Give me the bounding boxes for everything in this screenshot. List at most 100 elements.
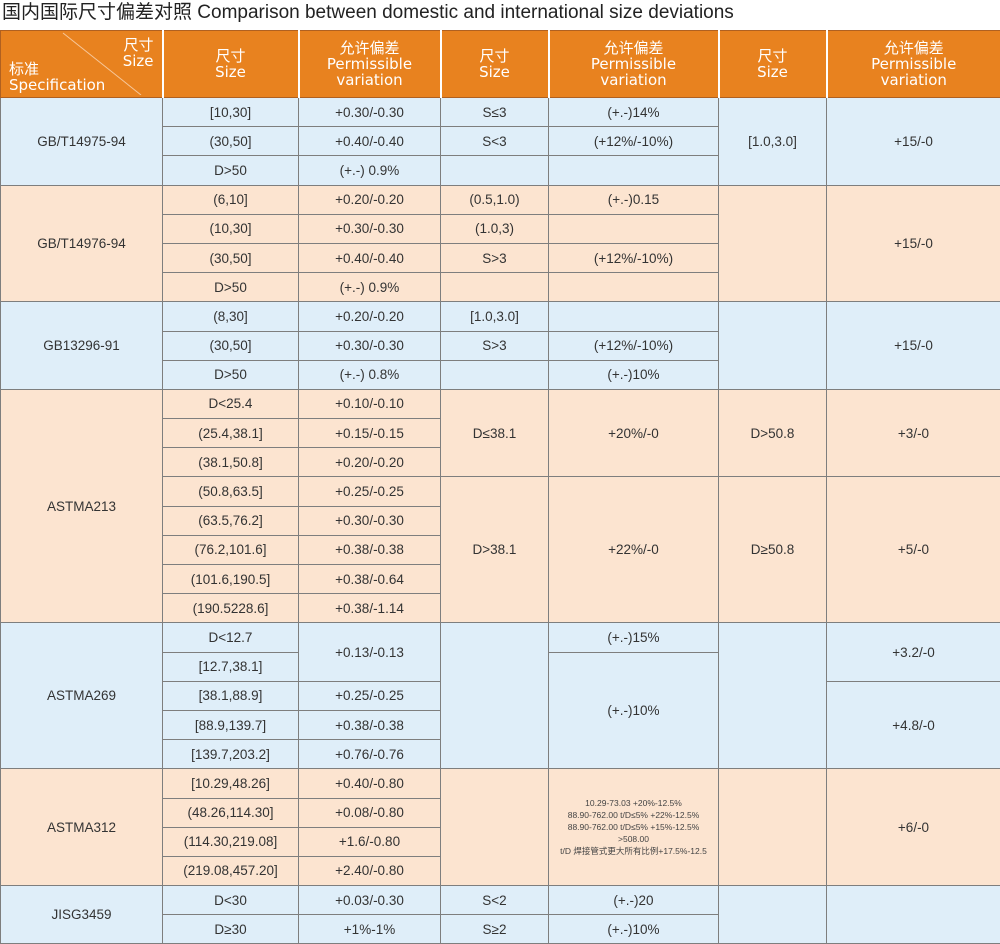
table-cell: (+.-)14% xyxy=(548,96,719,128)
table-cell: (+.-) 0.9% xyxy=(298,272,441,303)
table-row: [139.7,203.2] +0.76/-0.76 xyxy=(1,739,1000,770)
table-cell: +0.10/-0.10 xyxy=(298,388,441,420)
table-cell xyxy=(548,301,719,332)
table-row: (30,50] +0.40/-0.40 S>3 (+12%/-10%) xyxy=(1,242,1000,274)
table-cell: S≥2 xyxy=(440,914,549,944)
table-cell: D>50.8 xyxy=(718,388,827,478)
variation-en-2: variation xyxy=(336,71,403,89)
table-cell: S>3 xyxy=(440,242,549,274)
spec-cell: ASTMA269 xyxy=(0,622,163,770)
note-line: >508.00 xyxy=(618,834,649,845)
table-cell: (114.30,219.08] xyxy=(162,826,299,857)
table-cell: D≥50.8 xyxy=(718,476,827,624)
table-cell: +0.40/-0.40 xyxy=(298,126,441,157)
size-deviation-table: 尺寸 Size 标准 Specification 尺寸 Size 允许偏差 Permis… xyxy=(0,30,1000,944)
variation-en-2: variation xyxy=(880,71,947,89)
table-cell: (76.2,101.6] xyxy=(162,534,299,566)
table-row: (114.30,219.08] +1.6/-0.80 xyxy=(1,826,1000,857)
table-cell: +1%-1% xyxy=(298,914,441,944)
spec-cell: JISG3459 xyxy=(0,885,163,944)
table-row: D≥30 +1%-1% S≥2 (+.-)10% xyxy=(1,914,1000,944)
table-cell: (50.8,63.5] xyxy=(162,476,299,507)
header-size: 尺寸 Size xyxy=(440,30,550,98)
table-cell: +0.20/-0.20 xyxy=(298,447,441,478)
table-cell: D>38.1 xyxy=(440,476,549,624)
table-cell: +0.25/-0.25 xyxy=(298,680,441,711)
header-row: 尺寸 Size 标准 Specification 尺寸 Size 允许偏差 Permis… xyxy=(0,30,1000,98)
table-cell: [12.7,38.1] xyxy=(162,651,299,682)
size-cn: 尺寸 xyxy=(479,47,510,65)
table-row: (50.8,63.5] +0.25/-0.25 D>38.1 +22%/-0 D≥50.… xyxy=(1,476,1000,624)
note-line: 88.90-762.00 t/D≤5% +15%-12.5% xyxy=(567,822,700,833)
variation-cn: 允许偏差 xyxy=(603,39,664,57)
table-cell: [10,30] xyxy=(162,96,299,128)
table-cell: (+.-)10% xyxy=(548,914,719,944)
table-cell: (+.-)15% xyxy=(548,622,719,653)
table-cell: (8,30] xyxy=(162,301,299,332)
table-cell: +6/-0 xyxy=(826,768,1000,887)
table-cell: (+.-)10% xyxy=(548,359,719,390)
table-cell: +0.15/-0.15 xyxy=(298,418,441,449)
table-cell: S>3 xyxy=(440,330,549,361)
page-title: 国内国际尺寸偏差对照 Comparison between domestic a… xyxy=(2,2,734,23)
spec-cell: ASTMA213 xyxy=(0,388,163,624)
size-cn: 尺寸 xyxy=(215,47,246,65)
table-cell xyxy=(718,622,827,770)
table-cell: (+12%/-10%) xyxy=(548,126,719,157)
table-row: (30,50] +0.30/-0.30 S>3 (+12%/-10%) xyxy=(1,330,1000,361)
table-cell: [10.29,48.26] xyxy=(162,768,299,799)
corner-size-cn: 尺寸 xyxy=(123,36,154,54)
table-cell: +0.30/-0.30 xyxy=(298,330,441,361)
table-cell: (30,50] xyxy=(162,242,299,274)
table-row: ASTMA213 D<25.4 +0.10/-0.10 D≤38.1 +20%/-0 D>… xyxy=(0,388,1000,624)
variation-en-1: Permissible xyxy=(871,55,957,73)
table-cell: +5/-0 xyxy=(826,476,1000,624)
table-cell: (101.6,190.5] xyxy=(162,563,299,595)
table-cell: D>50 xyxy=(162,155,299,186)
variation-en-1: Permissible xyxy=(590,55,677,73)
spec-cell: GB/T14975-94 xyxy=(0,97,163,186)
table-cell xyxy=(718,885,827,944)
corner-spec-cn: 标准 xyxy=(9,60,40,78)
table-cell: +0.38/-0.38 xyxy=(298,709,441,741)
table-cell: +2.40/-0.80 xyxy=(298,855,441,887)
table-row: GB13296-91 (8,30] +0.20/-0.20 [1.0,3.0] +15/… xyxy=(0,301,1000,390)
table-cell: +3.2/-0 xyxy=(826,622,1000,682)
table-cell: +0.20/-0.20 xyxy=(298,184,441,215)
table-cell: S<3 xyxy=(440,126,549,157)
table-cell: (+12%/-10%) xyxy=(548,330,719,361)
table-cell: +4.8/-0 xyxy=(826,680,1000,770)
table-cell: +0.38/-0.38 xyxy=(298,534,441,566)
table-cell: (30,50] xyxy=(162,330,299,361)
table-row: GB/T14975-94 [10,30] +0.30/-0.30 S≤3 (+.-)14… xyxy=(0,96,1000,186)
note-line: 10.29-73.03 +20%-12.5% xyxy=(585,798,682,809)
table-cell xyxy=(718,301,827,390)
table-cell xyxy=(440,155,549,186)
table-cell: +0.25/-0.25 xyxy=(298,476,441,507)
table-cell: +0.38/-1.14 xyxy=(298,593,441,624)
table-cell: +0.30/-0.30 xyxy=(298,213,441,244)
spec-cell: GB/T14976-94 xyxy=(0,184,163,303)
table-cell: +0.40/-0.80 xyxy=(298,768,441,799)
table-cell: (10,30] xyxy=(162,213,299,244)
size-cn: 尺寸 xyxy=(757,47,788,65)
table-row: (25.4,38.1] +0.15/-0.15 xyxy=(1,418,1000,449)
table-cell: (+.-) 0.8% xyxy=(298,359,441,390)
spec-cell: ASTMA312 xyxy=(0,768,163,887)
table-cell: (219.08,457.20] xyxy=(162,855,299,887)
spec-cell: GB13296-91 xyxy=(0,301,163,390)
table-cell: (1.0,3) xyxy=(440,213,549,244)
table-cell: D>50 xyxy=(162,359,299,390)
table-cell: +0.03/-0.30 xyxy=(298,885,441,916)
diagonal-divider xyxy=(62,32,142,95)
note-line: 88.90-762.00 t/D≤5% +22%-12.5% xyxy=(567,810,700,821)
table-cell: D≥30 xyxy=(162,914,299,944)
corner-spec-label: 标准 Specification xyxy=(9,61,105,93)
table-row: (101.6,190.5] +0.38/-0.64 xyxy=(1,563,1000,595)
table-row: ASTMA312 [10.29,48.26] +0.40/-0.80 10.29-73… xyxy=(0,768,1000,887)
note-line: t/D 焊接管式更大所有比例+17.5%-12.5 xyxy=(560,846,707,857)
table-cell: (38.1,50.8] xyxy=(162,447,299,478)
table-cell: +20%/-0 xyxy=(548,388,719,478)
table-cell: (+.-)0.15 xyxy=(548,184,719,215)
table-row: [38.1,88.9] +0.25/-0.25 +4.8/-0 xyxy=(1,680,1000,770)
